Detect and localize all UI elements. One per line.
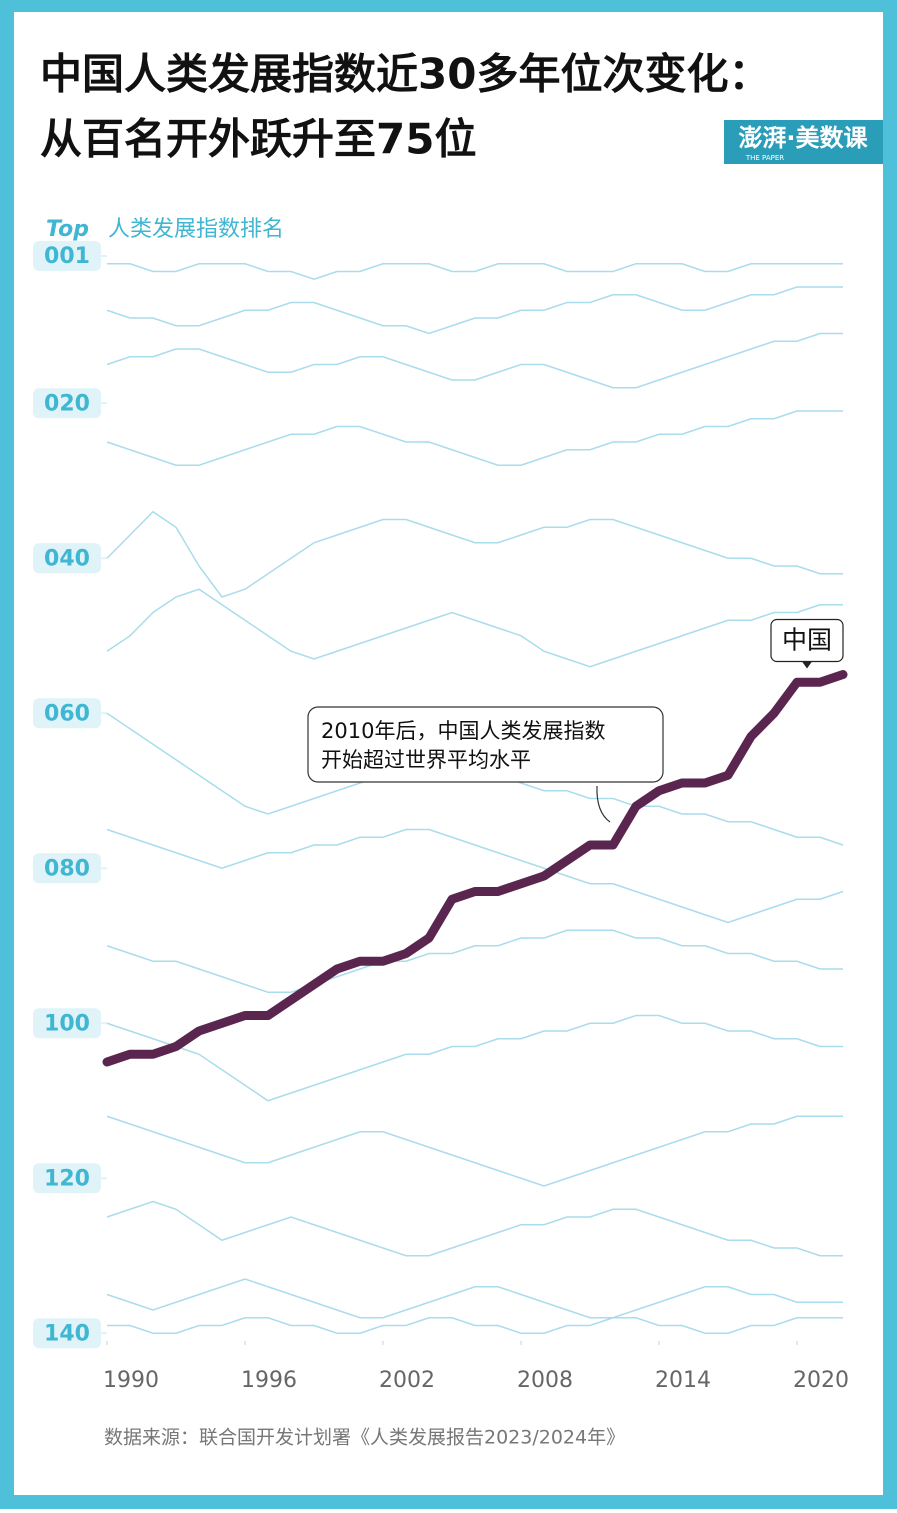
x-tick-label: 2002 (379, 1368, 435, 1393)
y-tick-box (33, 1008, 101, 1039)
y-tick-box (33, 241, 101, 271)
background-line (106, 332, 843, 389)
x-tick-label: 2020 (793, 1368, 849, 1393)
background-line (106, 286, 843, 335)
background-line (107, 1317, 843, 1334)
background-line (106, 1115, 843, 1187)
y-tick-box (33, 388, 101, 419)
background-line (106, 410, 843, 466)
y-tick-box (33, 698, 101, 729)
y-tick-label: 140 (44, 1321, 90, 1346)
y-tick-box (33, 1163, 101, 1194)
y-tick-label: 040 (44, 546, 90, 571)
brand-sub: THE PAPER (745, 154, 784, 162)
brand-box (724, 120, 883, 164)
y-tick-box (33, 543, 101, 574)
annotation-box (307, 706, 664, 783)
y-tick-label: 080 (44, 856, 90, 881)
chart-title: 中国人类发展指数近30多年位次变化： (40, 50, 770, 99)
background-line (106, 510, 843, 598)
y-axis-label: 人类发展指数排名 (108, 217, 284, 242)
chart-title: 从百名开外跃升至75位 (40, 115, 476, 164)
background-line (107, 263, 843, 281)
background-line (106, 1278, 843, 1319)
y-axis-prefix: Top (46, 217, 89, 242)
y-tick-label: 020 (44, 391, 90, 416)
background-line (106, 588, 843, 668)
background-line (106, 828, 844, 924)
background-line (106, 1200, 843, 1257)
brand: 澎湃·美数课 (738, 124, 868, 152)
y-tick-label: 100 (44, 1011, 90, 1036)
y-tick-box (33, 853, 101, 884)
y-tick-label: 001 (44, 244, 90, 269)
plot: 001 020 040 060 080 100 120 140 1990 1996 2002 2008… (33, 241, 849, 1393)
y-tick-label: 120 (44, 1166, 90, 1191)
series-line (102, 670, 848, 1067)
x-tick-label: 2014 (655, 1368, 711, 1393)
annotation-pointer (596, 785, 611, 823)
y-tick-box (33, 1318, 101, 1349)
annotation: 开始超过世界平均水平 (321, 748, 531, 772)
series-label-pointer (802, 661, 812, 669)
x-tick-label: 1990 (103, 1368, 159, 1393)
annotation: 2010年后，中国人类发展指数 (321, 719, 605, 743)
source: 数据来源：联合国开发计划署《人类发展报告2023/2024年》 (104, 1427, 625, 1449)
legend-label: 中国 (782, 626, 832, 655)
background-line (106, 1014, 843, 1102)
x-tick-label: 2008 (517, 1368, 573, 1393)
x-tick-label: 1996 (241, 1368, 297, 1393)
y-tick-label: 060 (44, 701, 90, 726)
background-line (106, 929, 843, 993)
